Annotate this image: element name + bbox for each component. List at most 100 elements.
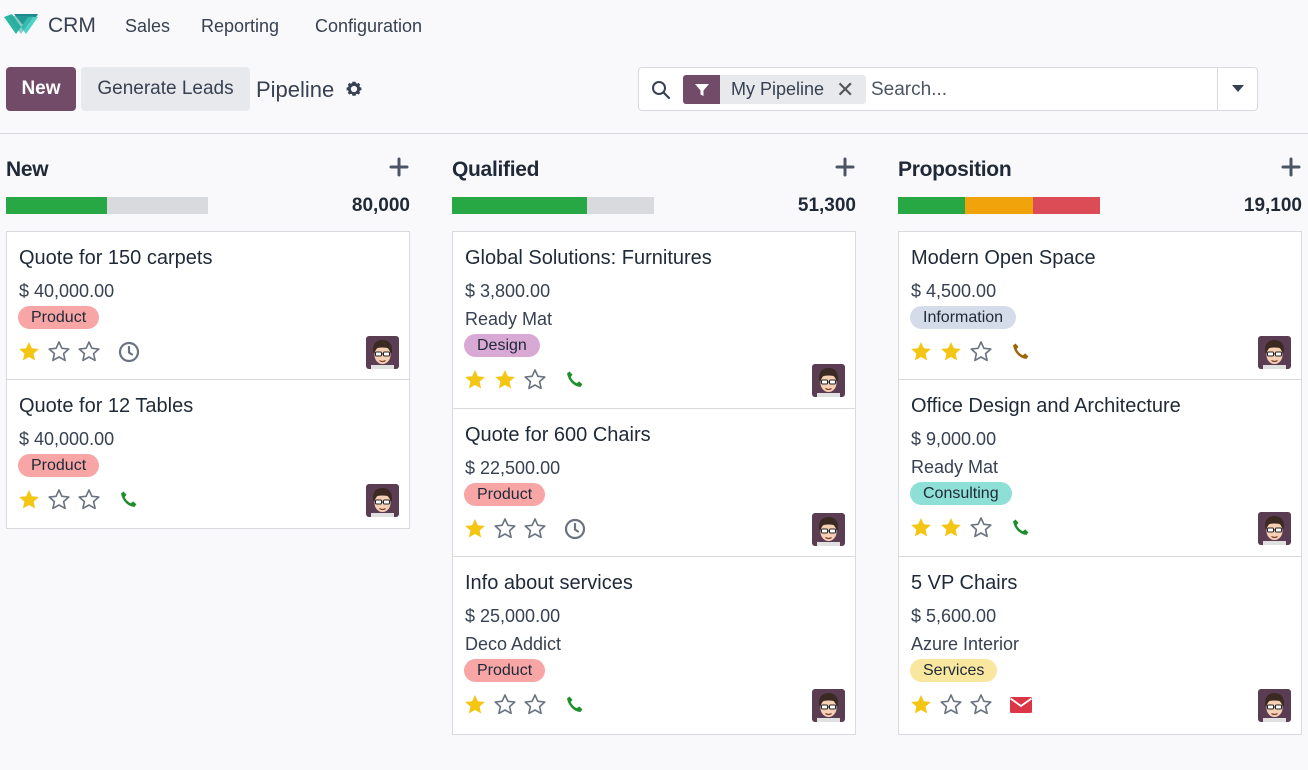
star-filled-icon[interactable] xyxy=(909,340,933,364)
new-button[interactable]: New xyxy=(6,67,76,111)
column-title[interactable]: Qualified xyxy=(452,158,540,181)
nav-reporting[interactable]: Reporting xyxy=(201,16,280,36)
search-input[interactable] xyxy=(871,77,1211,103)
plus-icon[interactable] xyxy=(388,156,410,178)
search-icon[interactable] xyxy=(651,80,671,100)
star-empty-icon[interactable] xyxy=(47,340,71,364)
kanban-card[interactable]: Global Solutions: Furnitures $ 3,800.00 Re… xyxy=(453,232,855,409)
star-filled-icon[interactable] xyxy=(17,488,41,512)
star-empty-icon[interactable] xyxy=(77,340,101,364)
kanban-card[interactable]: Office Design and Architecture $ 9,000.00… xyxy=(899,380,1301,557)
star-filled-icon[interactable] xyxy=(463,517,487,541)
top-navbar: CRM Sales Reporting Configuration xyxy=(0,0,1308,52)
facet-close-icon[interactable]: ✕ xyxy=(836,76,855,102)
card-title: Info about services xyxy=(465,572,633,594)
star-filled-icon[interactable] xyxy=(939,340,963,364)
column-total: 80,000 xyxy=(351,195,410,216)
card-title: 5 VP Chairs xyxy=(911,572,1018,594)
clock-icon[interactable] xyxy=(117,340,141,364)
priority-stars xyxy=(463,693,547,717)
plus-icon[interactable] xyxy=(834,156,856,178)
plus-icon[interactable] xyxy=(1280,156,1302,178)
facet-label: My Pipeline xyxy=(731,79,825,99)
avatar[interactable] xyxy=(812,364,845,397)
card-company: Ready Mat xyxy=(465,309,553,329)
kanban-card[interactable]: Quote for 150 carpets $ 40,000.00 Product xyxy=(7,232,409,380)
priority-stars xyxy=(17,340,101,364)
avatar[interactable] xyxy=(812,513,845,546)
caret-down-icon xyxy=(1231,85,1244,92)
kanban-card[interactable]: Info about services $ 25,000.00 Deco Addic… xyxy=(453,557,855,734)
priority-stars xyxy=(909,340,993,364)
phone-icon[interactable] xyxy=(563,693,587,717)
column-title[interactable]: Proposition xyxy=(898,158,1012,181)
star-filled-icon[interactable] xyxy=(909,693,933,717)
card-company: Azure Interior xyxy=(911,634,1020,654)
phone-icon[interactable] xyxy=(117,488,141,512)
avatar[interactable] xyxy=(1258,512,1291,545)
tag-badge: Product xyxy=(18,306,100,329)
facet-body: My Pipeline ✕ xyxy=(720,75,867,104)
search-dropdown-toggle[interactable] xyxy=(1217,68,1257,110)
star-filled-icon[interactable] xyxy=(17,340,41,364)
star-empty-icon[interactable] xyxy=(47,488,71,512)
kanban-card[interactable]: Modern Open Space $ 4,500.00 Information xyxy=(899,232,1301,380)
star-empty-icon[interactable] xyxy=(523,517,547,541)
filter-icon xyxy=(683,75,720,104)
column-progress-bar[interactable] xyxy=(898,197,1100,214)
star-filled-icon[interactable] xyxy=(493,368,517,392)
clock-icon[interactable] xyxy=(563,517,587,541)
tag-badge: Design xyxy=(464,334,540,357)
card-list: Modern Open Space $ 4,500.00 Information Of… xyxy=(898,231,1302,735)
avatar[interactable] xyxy=(812,689,845,722)
phone-orange-icon[interactable] xyxy=(1009,340,1033,364)
column-progress-bar[interactable] xyxy=(6,197,208,214)
star-empty-icon[interactable] xyxy=(969,516,993,540)
star-empty-icon[interactable] xyxy=(493,517,517,541)
avatar[interactable] xyxy=(366,484,399,517)
phone-icon[interactable] xyxy=(1009,516,1033,540)
card-amount: $ 5,600.00 xyxy=(911,606,997,626)
progress-segment-red[interactable] xyxy=(1032,197,1100,214)
star-filled-icon[interactable] xyxy=(909,516,933,540)
avatar[interactable] xyxy=(1258,336,1291,369)
star-empty-icon[interactable] xyxy=(77,488,101,512)
card-title: Quote for 600 Chairs xyxy=(465,424,651,446)
avatar[interactable] xyxy=(366,336,399,369)
star-empty-icon[interactable] xyxy=(523,368,547,392)
phone-icon[interactable] xyxy=(563,368,587,392)
app-name[interactable]: CRM xyxy=(48,14,96,37)
generate-leads-button[interactable]: Generate Leads xyxy=(81,67,250,111)
column-progress-bar[interactable] xyxy=(452,197,654,214)
envelope-icon[interactable] xyxy=(1009,693,1033,717)
crm-logo-icon[interactable] xyxy=(4,14,38,36)
star-empty-icon[interactable] xyxy=(969,693,993,717)
card-company: Deco Addict xyxy=(465,634,562,654)
star-empty-icon[interactable] xyxy=(523,693,547,717)
progress-segment-green[interactable] xyxy=(452,197,588,214)
star-empty-icon[interactable] xyxy=(939,693,963,717)
nav-sales[interactable]: Sales xyxy=(125,16,171,36)
header-divider xyxy=(0,133,1308,134)
star-empty-icon[interactable] xyxy=(969,340,993,364)
nav-configuration[interactable]: Configuration xyxy=(315,16,423,36)
kanban-card[interactable]: 5 VP Chairs $ 5,600.00 Azure Interior Servi… xyxy=(899,557,1301,734)
kanban-card[interactable]: Quote for 12 Tables $ 40,000.00 Product xyxy=(7,380,409,528)
star-empty-icon[interactable] xyxy=(493,693,517,717)
card-amount: $ 4,500.00 xyxy=(911,281,997,301)
card-amount: $ 3,800.00 xyxy=(465,281,551,301)
progress-segment-green[interactable] xyxy=(898,197,966,214)
gear-icon[interactable] xyxy=(345,80,363,98)
kanban-card[interactable]: Quote for 600 Chairs $ 22,500.00 Product xyxy=(453,409,855,557)
star-filled-icon[interactable] xyxy=(463,368,487,392)
star-filled-icon[interactable] xyxy=(939,516,963,540)
progress-segment-green[interactable] xyxy=(6,197,107,214)
column-title[interactable]: New xyxy=(6,158,49,181)
tag-badge: Product xyxy=(464,483,546,506)
priority-stars xyxy=(909,516,993,540)
avatar[interactable] xyxy=(1258,689,1291,722)
card-amount: $ 40,000.00 xyxy=(19,429,115,449)
card-company: Ready Mat xyxy=(911,457,999,477)
progress-segment-orange[interactable] xyxy=(965,197,1033,214)
star-filled-icon[interactable] xyxy=(463,693,487,717)
